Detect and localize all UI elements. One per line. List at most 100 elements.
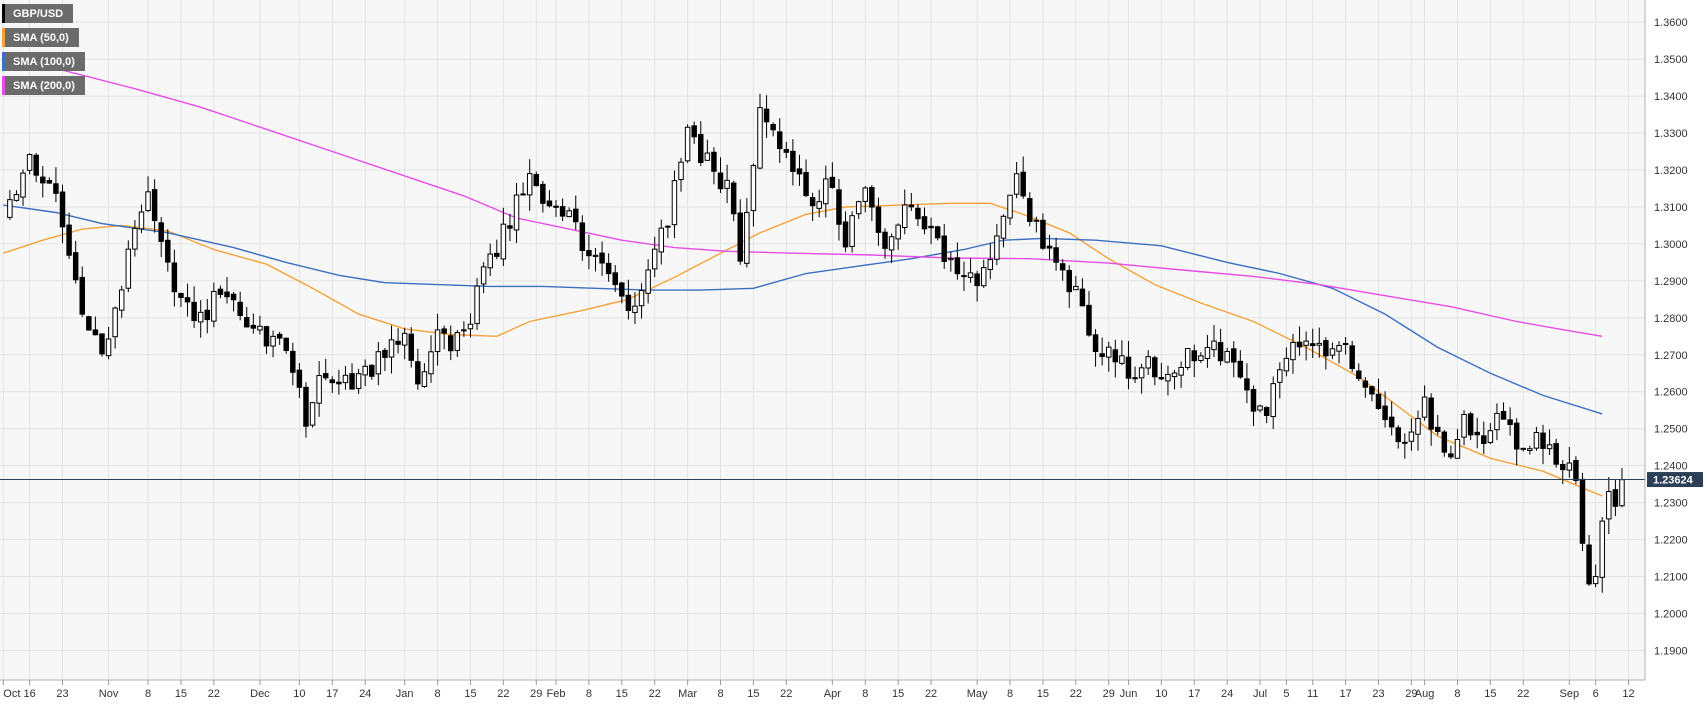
candle [632, 292, 638, 324]
candle-body-bull [1303, 340, 1309, 346]
candle-body-bull [902, 204, 908, 229]
candle [1513, 418, 1520, 466]
candle-body-bear [1434, 426, 1441, 433]
candle-body-bear [1066, 269, 1072, 293]
candle-body-bear [1191, 350, 1198, 362]
candle-body-bull [474, 285, 480, 325]
x-tick-label: 8 [1007, 688, 1013, 700]
x-tick-label: Oct [3, 688, 20, 700]
legend-item-sma200[interactable]: SMA (200,0) [2, 76, 85, 95]
candle [362, 359, 368, 386]
candle-body-bull [125, 248, 132, 289]
x-tick-label: 8 [586, 688, 592, 700]
candle [1586, 534, 1592, 586]
candle-body-bear [494, 252, 500, 257]
candle-body-bear [1046, 245, 1053, 249]
candle [1237, 350, 1244, 379]
candle-body-bear [559, 206, 566, 217]
candle [1231, 341, 1237, 378]
candle-body-bull [632, 305, 638, 313]
candle [1171, 370, 1178, 390]
candle [1316, 327, 1323, 358]
candle [684, 124, 691, 163]
candle-body-bear [151, 189, 158, 222]
candle [1323, 337, 1329, 370]
candle-body-bear [776, 131, 783, 150]
candle-body-bull [520, 193, 526, 196]
candle-body-bear [698, 134, 704, 163]
candle-body-bull [1145, 356, 1151, 369]
candle-body-bull [1138, 367, 1145, 379]
candle [1388, 401, 1395, 436]
candle-body-bull [1073, 285, 1079, 291]
legend-item-sma100[interactable]: SMA (100,0) [2, 52, 85, 71]
candle-body-bull [1013, 173, 1020, 195]
candle [507, 213, 513, 242]
candle [1152, 355, 1158, 386]
candle-body-bear [329, 379, 336, 384]
candle-body-bear [730, 182, 737, 215]
candle-body-bear [395, 340, 401, 345]
candle [237, 291, 243, 321]
candle [599, 241, 605, 276]
candle [1566, 446, 1573, 478]
candle-body-bull [1527, 448, 1533, 451]
candle-body-bull [645, 269, 651, 294]
y-tick-label: 1.1900 [1654, 645, 1688, 657]
candle-body-bull [888, 236, 895, 251]
candle [1540, 424, 1546, 465]
candle [888, 233, 895, 264]
candle-body-bull [1606, 491, 1612, 520]
candle [191, 286, 197, 329]
candle [842, 211, 849, 252]
candle-body-bear [336, 381, 342, 385]
candle [72, 240, 79, 284]
candle [1533, 426, 1540, 451]
candle-body-bear [507, 225, 513, 229]
candle-body-bull [658, 227, 665, 253]
legend-item-gbpusd[interactable]: GBP/USD [2, 4, 74, 23]
candle [1105, 341, 1112, 372]
candle-body-bear [934, 226, 941, 239]
candle [513, 183, 520, 244]
candle-body-bull [257, 325, 263, 331]
candle-body-bull [118, 289, 125, 311]
x-tick-label: 17 [326, 688, 338, 700]
candle [99, 333, 105, 357]
candle-body-bull [1283, 357, 1290, 372]
candle-body-bull [1599, 520, 1605, 578]
candle [592, 247, 599, 272]
candle-body-bull [355, 373, 362, 390]
candle-body-bear [1375, 393, 1382, 409]
candle-body-bull [948, 258, 954, 261]
candle [882, 228, 888, 259]
x-tick-label: 15 [892, 688, 904, 700]
candle-body-bear [191, 301, 197, 322]
candle [967, 258, 974, 283]
candle [441, 325, 447, 350]
y-axis-ticks: 1.3600 1.3500 1.3400 1.3300 1.3200 1.3100 1.30… [1654, 17, 1688, 657]
candle [1434, 414, 1441, 436]
candle-body-bear [875, 206, 882, 233]
candle-body-bull [592, 254, 599, 257]
candle [1507, 407, 1513, 436]
legend-label: SMA (50,0) [13, 31, 69, 44]
candle [737, 199, 743, 265]
legend-label: SMA (100,0) [13, 55, 75, 68]
candle-body-bull [428, 351, 434, 375]
sma-line-2 [3, 204, 1603, 415]
candle [1066, 265, 1072, 308]
candle [540, 180, 546, 213]
candle [619, 281, 625, 304]
candle-body-bear [790, 150, 796, 172]
candle-body-bear [1040, 219, 1046, 249]
candle [665, 225, 671, 239]
candle [1408, 418, 1415, 451]
sma-line-3 [3, 56, 1603, 337]
candle-body-bear [276, 333, 283, 339]
candle-body-bear [230, 293, 237, 301]
candle [1138, 363, 1145, 394]
candle-body-bull [1257, 405, 1263, 411]
legend-item-sma50[interactable]: SMA (50,0) [2, 28, 79, 47]
candle [1415, 410, 1421, 451]
